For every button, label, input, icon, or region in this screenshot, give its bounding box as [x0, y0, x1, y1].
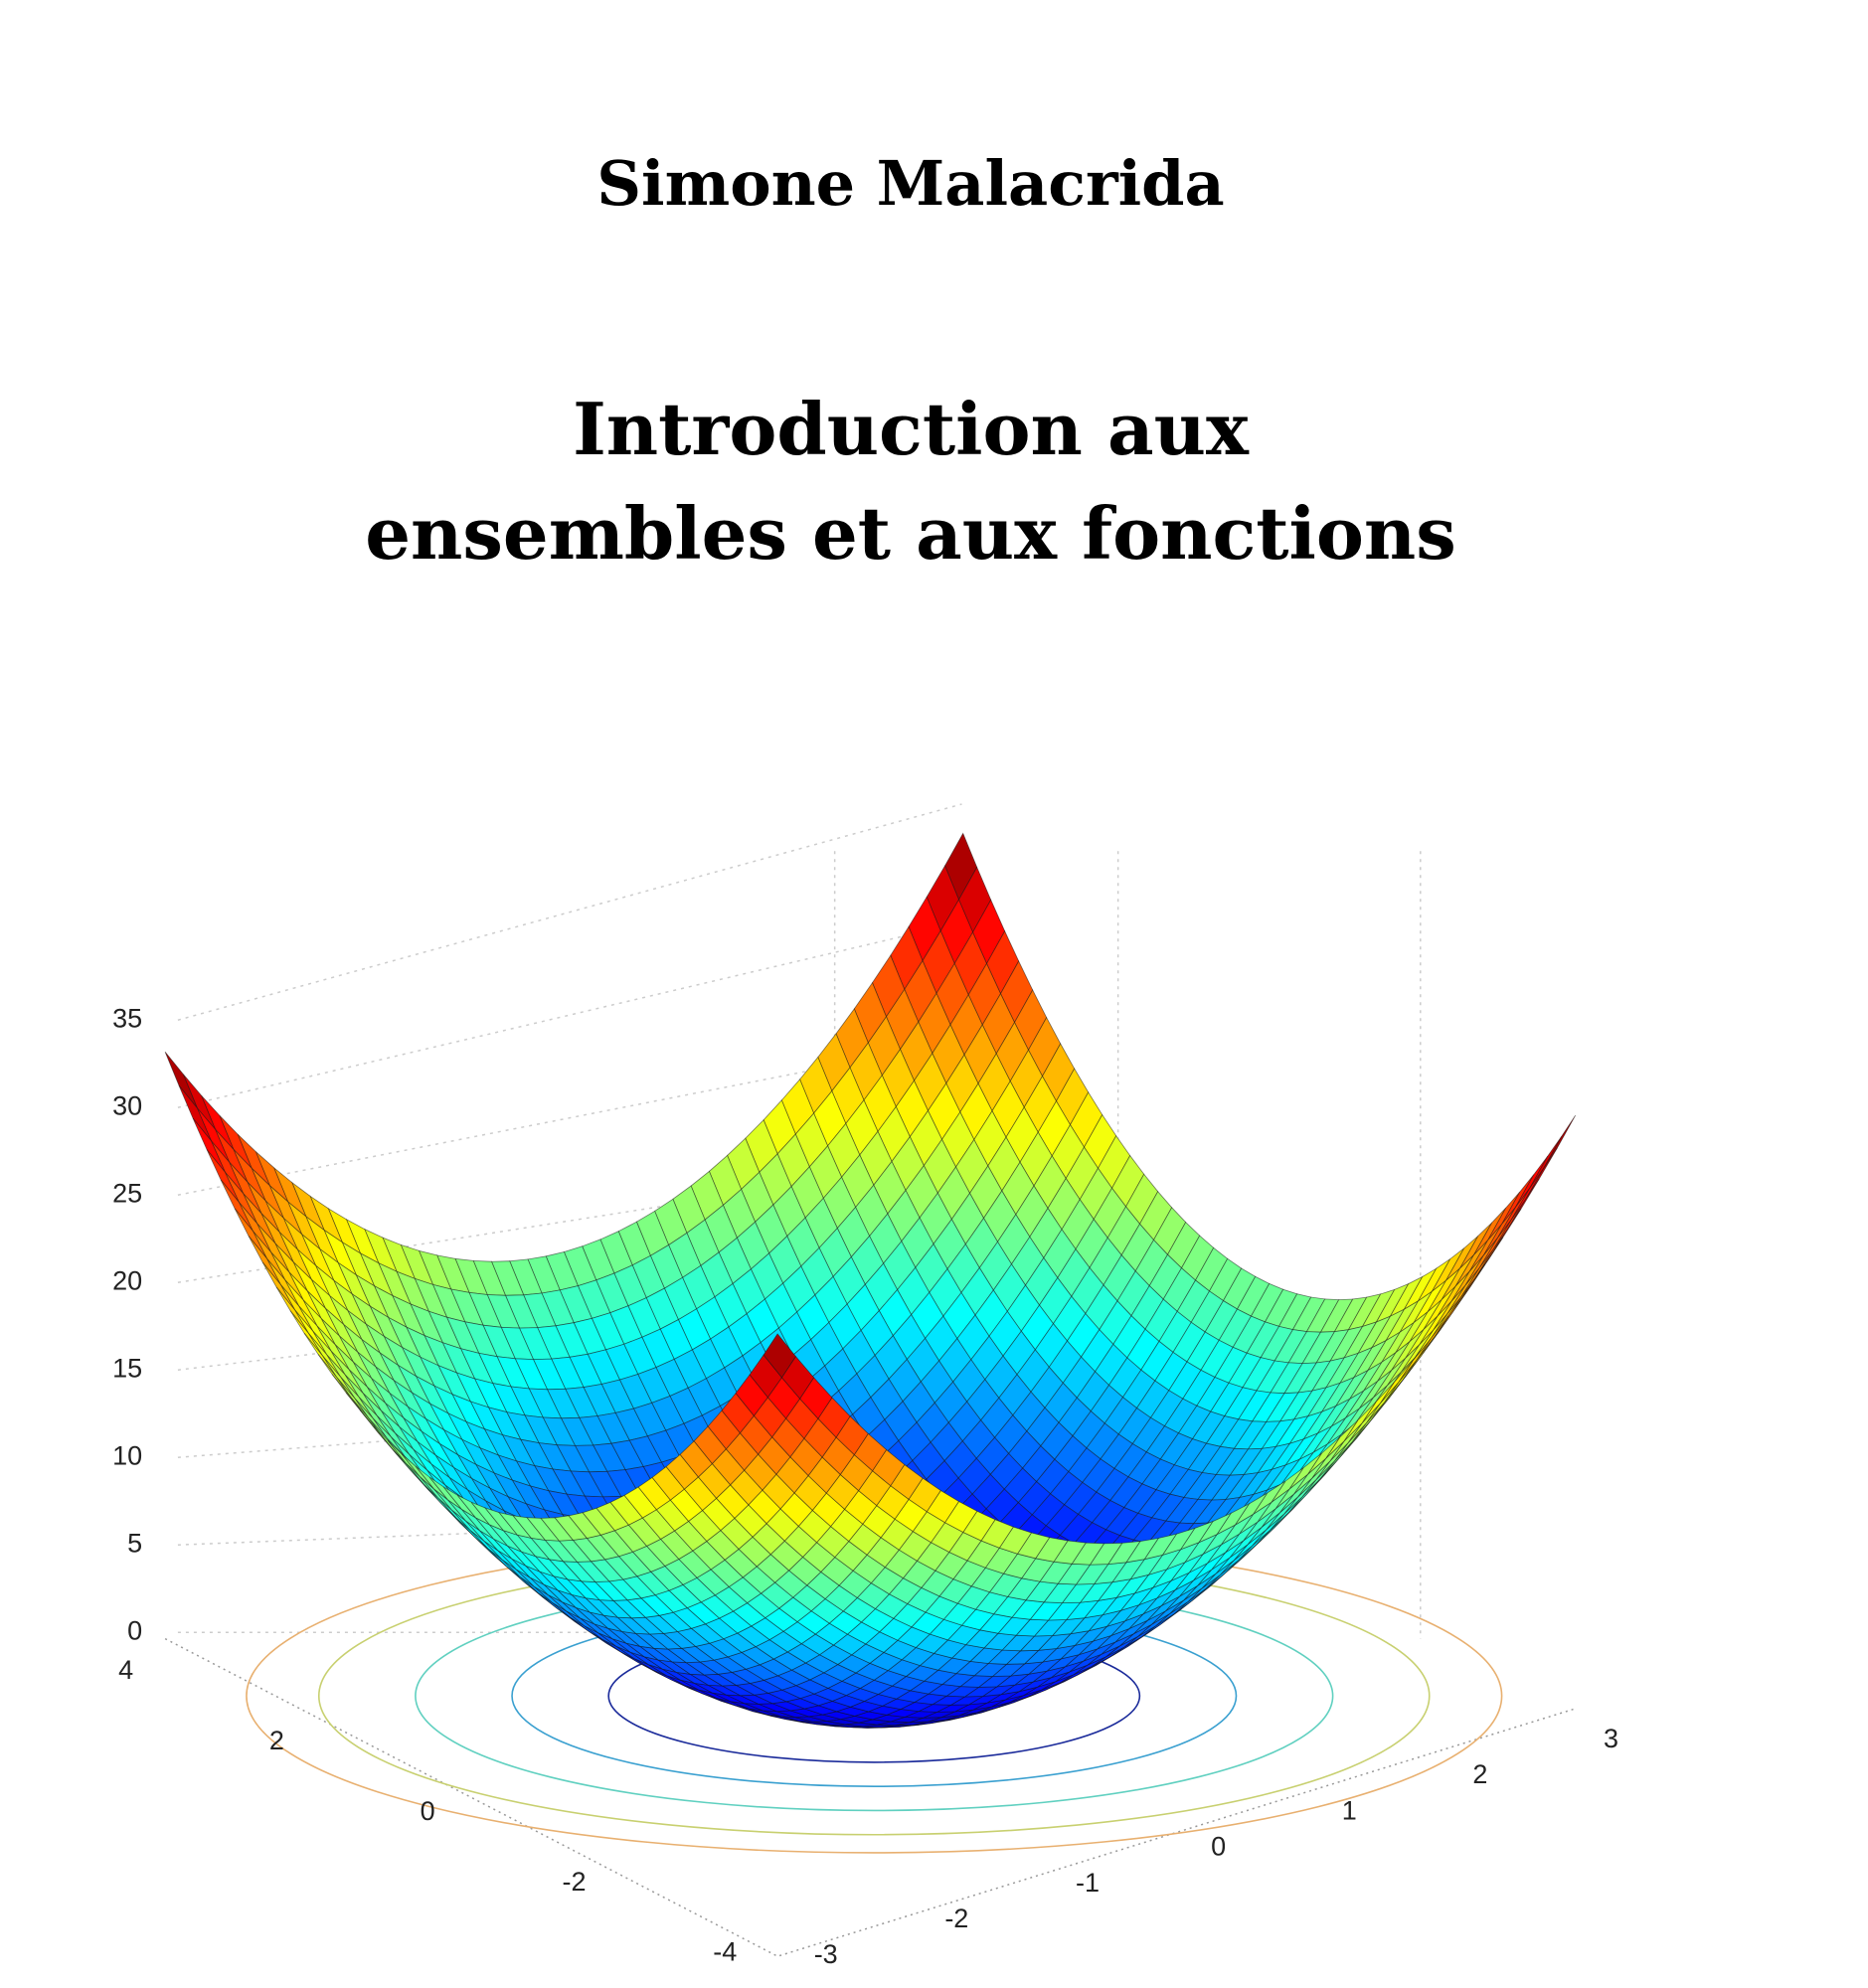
y-tick-label: -4: [713, 1937, 737, 1967]
x-tick-label: 2: [1472, 1759, 1487, 1789]
title-line: Introduction aux: [573, 387, 1250, 471]
surface-mesh: [164, 832, 1577, 1729]
y-tick-label: 2: [269, 1726, 284, 1755]
z-tick-label: 30: [112, 1090, 142, 1120]
z-tick-label: 0: [127, 1615, 142, 1645]
x-tick-label: 1: [1342, 1795, 1357, 1825]
x-tick-label: -2: [944, 1904, 968, 1933]
axis-line: [164, 1637, 1576, 1957]
y-tick-label: 0: [421, 1796, 435, 1826]
x-tick-label: 0: [1211, 1832, 1226, 1862]
x-tick-label: 3: [1604, 1724, 1618, 1753]
z-tick-label: 25: [112, 1178, 142, 1208]
surface-patch: [763, 1333, 796, 1379]
y-tick-label: 4: [118, 1655, 133, 1685]
grid-line: [177, 803, 962, 1021]
z-tick-label: 10: [112, 1440, 142, 1470]
x-tick-label: -3: [814, 1939, 838, 1969]
z-tick-label: 20: [112, 1265, 142, 1295]
z-tick-label: 15: [112, 1353, 142, 1383]
x-tick-label: -1: [1076, 1868, 1100, 1898]
z-tick-label: 35: [112, 1003, 142, 1033]
y-tick-label: -2: [562, 1867, 586, 1897]
grid-line: [177, 1040, 962, 1196]
title-line: ensembles et aux fonctions: [365, 491, 1456, 576]
z-tick-label: 5: [127, 1528, 142, 1558]
author: Simone Malacrida: [596, 147, 1224, 220]
